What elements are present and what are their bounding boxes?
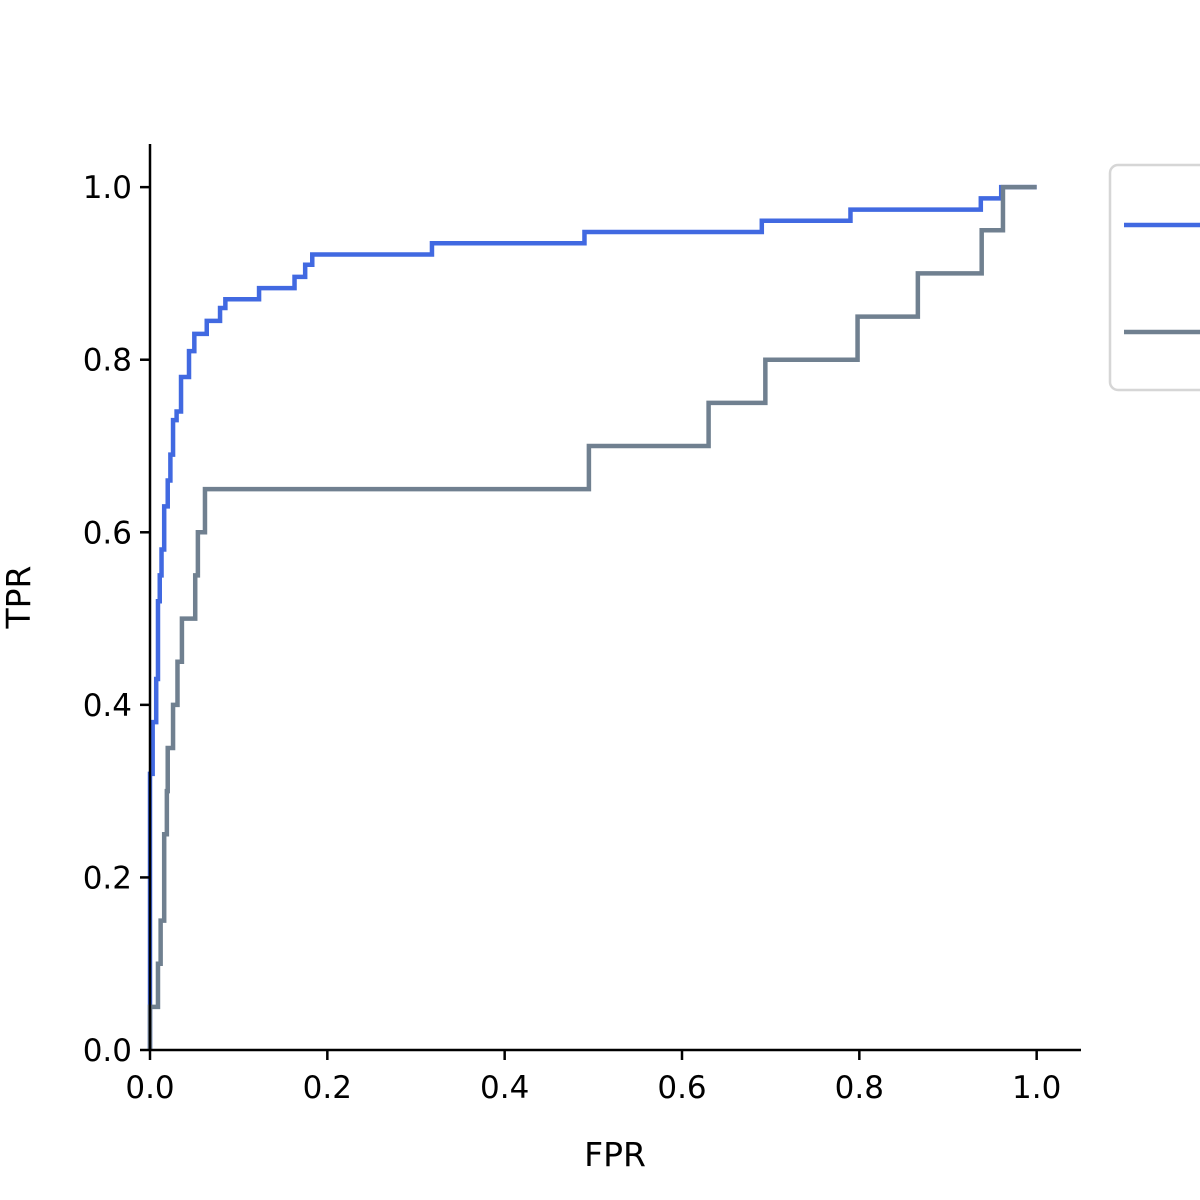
y-axis-label: TPR xyxy=(0,566,38,630)
x-tick-label: 1.0 xyxy=(1012,1070,1061,1106)
y-tick-label: 0.0 xyxy=(83,1033,132,1069)
legend-items xyxy=(1124,222,1200,335)
x-tick-label: 0.2 xyxy=(303,1070,352,1106)
legend-frame xyxy=(1108,163,1200,392)
legend xyxy=(1108,163,1200,392)
ticks: 0.0 0.2 0.4 0.6 0.8 1.0 0.0 0.2 0.4 0.6 0.8 1.0 xyxy=(83,170,1062,1106)
x-tick-label: 0.6 xyxy=(657,1070,706,1106)
y-tick-label: 0.6 xyxy=(83,515,132,551)
y-tick-label: 0.2 xyxy=(83,860,132,896)
x-axis-label: FPR xyxy=(584,1135,646,1174)
axes xyxy=(148,144,1081,1052)
x-tick-label: 0.4 xyxy=(480,1070,529,1106)
x-tick-label: 0.0 xyxy=(125,1070,174,1106)
series-line-2 xyxy=(147,184,1037,1050)
y-tick-label: 0.4 xyxy=(83,688,132,724)
series-layer xyxy=(147,184,1037,1050)
x-tick-label: 0.8 xyxy=(835,1070,884,1106)
y-tick-label: 1.0 xyxy=(83,170,132,206)
y-tick-label: 0.8 xyxy=(83,343,132,379)
series-line-1 xyxy=(147,184,1037,1050)
